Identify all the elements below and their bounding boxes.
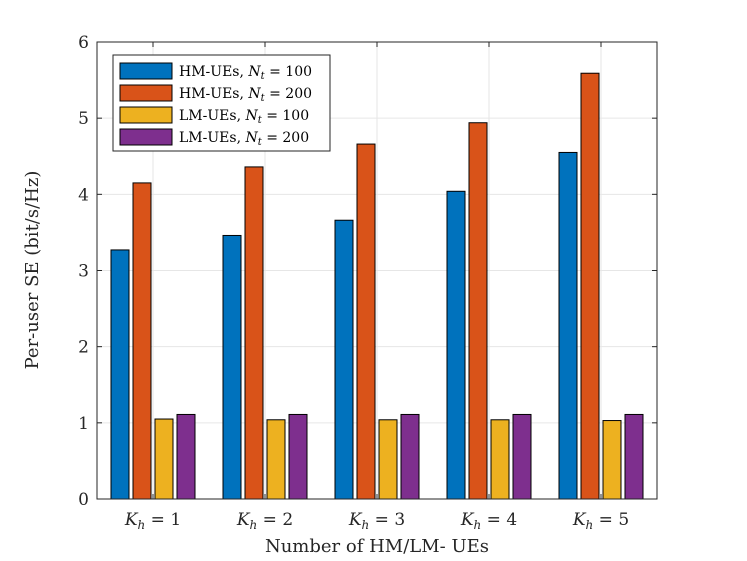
x-tick-label-var: K <box>124 510 139 530</box>
bar <box>356 143 376 500</box>
x-tick-label-rest: = 1 <box>145 510 181 530</box>
x-tick-label-sub: h <box>362 518 370 532</box>
bar <box>110 249 130 500</box>
x-tick-label: Kh = 4 <box>460 510 517 532</box>
legend-label-part: = 100 <box>265 64 312 80</box>
y-tick-label: 1 <box>78 414 89 434</box>
legend-label-part: t <box>261 71 266 82</box>
x-tick-label-var: K <box>572 510 587 530</box>
y-tick-label: 4 <box>78 185 89 205</box>
legend-label: HM-UEs, Nt = 200 <box>179 86 312 104</box>
bar <box>334 219 354 500</box>
legend-swatch <box>119 84 173 102</box>
y-tick-label: 3 <box>78 262 89 282</box>
legend-label-part: LM-UEs, <box>179 130 245 146</box>
grid <box>97 42 657 499</box>
legend-label-part: = 200 <box>265 86 312 102</box>
x-tick-label: Kh = 5 <box>572 510 629 532</box>
legend-label-part: t <box>258 115 263 126</box>
y-tick-label: 0 <box>78 490 89 510</box>
x-tick-label: Kh = 2 <box>236 510 293 532</box>
bar <box>446 190 466 500</box>
bar <box>468 122 488 500</box>
legend-label: LM-UEs, Nt = 100 <box>179 108 309 126</box>
legend-label-part: N <box>244 108 258 124</box>
legend-label-part: t <box>258 137 263 148</box>
x-tick-label-sub: h <box>250 518 258 532</box>
legend-label-part: LM-UEs, <box>179 108 245 124</box>
bar <box>266 419 286 500</box>
y-axis-label: Per-user SE (bit/s/Hz) <box>22 171 43 370</box>
bar <box>490 419 510 500</box>
x-tick-label-rest: = 4 <box>481 510 517 530</box>
legend-swatch <box>119 62 173 80</box>
y-tick-label: 5 <box>78 109 89 129</box>
bar <box>244 166 264 500</box>
legend-label-part: N <box>244 130 258 146</box>
bar <box>132 182 152 500</box>
x-tick-label-var: K <box>460 510 475 530</box>
axes <box>96 41 658 500</box>
x-axis-label: Number of HM/LM- UEs <box>265 536 489 557</box>
legend-label-part: HM-UEs, <box>179 64 248 80</box>
x-tick-label-var: K <box>348 510 363 530</box>
bar <box>222 234 242 500</box>
legend-label: LM-UEs, Nt = 200 <box>179 130 309 148</box>
x-tick-label-sub: h <box>586 518 594 532</box>
bar <box>378 419 398 500</box>
legend-label-part: HM-UEs, <box>179 86 248 102</box>
x-tick-label: Kh = 1 <box>124 510 181 532</box>
legend-swatch <box>119 128 173 146</box>
bar <box>512 413 532 500</box>
bar <box>580 72 600 500</box>
legend-label-part: N <box>247 86 261 102</box>
legend-label: HM-UEs, Nt = 100 <box>179 64 312 82</box>
bar <box>400 413 420 500</box>
legend-label-part: = 200 <box>262 130 309 146</box>
bar <box>558 151 578 500</box>
legend-swatch <box>119 106 173 124</box>
x-tick-label-var: K <box>236 510 251 530</box>
bar <box>602 420 622 500</box>
y-tick-label: 2 <box>78 338 89 358</box>
x-tick-label-sub: h <box>138 518 146 532</box>
x-tick-label-rest: = 2 <box>257 510 293 530</box>
bar <box>624 413 644 500</box>
y-tick-label: 6 <box>78 33 89 53</box>
bar <box>154 418 174 500</box>
bar <box>176 413 196 500</box>
bars <box>110 72 644 500</box>
x-tick-label-rest: = 3 <box>369 510 405 530</box>
legend-label-part: N <box>247 64 261 80</box>
bar <box>288 413 308 500</box>
x-tick-label: Kh = 3 <box>348 510 405 532</box>
x-tick-label-sub: h <box>474 518 482 532</box>
legend-label-part: t <box>261 93 266 104</box>
legend-label-part: = 100 <box>262 108 309 124</box>
x-tick-label-rest: = 5 <box>593 510 629 530</box>
